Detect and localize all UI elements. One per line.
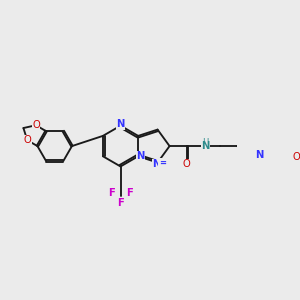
Text: =: = [159,159,166,168]
Text: F: F [126,188,133,198]
Text: N: N [153,159,161,169]
Text: H: H [202,138,209,147]
Text: O: O [183,159,191,169]
Text: N: N [136,151,145,161]
Text: F: F [117,197,124,208]
Text: N: N [116,119,125,129]
Text: O: O [23,135,31,145]
Text: N: N [201,141,210,151]
Text: O: O [32,120,40,130]
Text: O: O [293,152,300,162]
Text: F: F [109,188,115,198]
Text: N: N [255,151,263,160]
